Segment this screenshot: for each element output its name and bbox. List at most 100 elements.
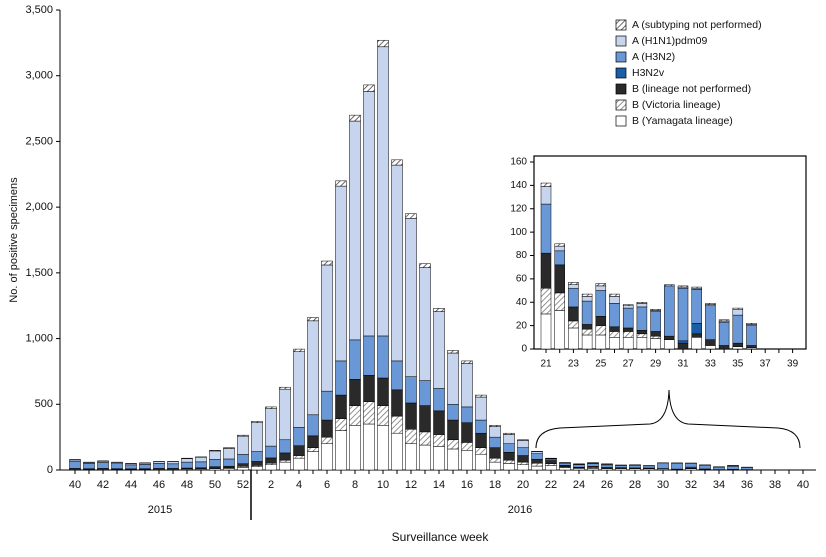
x-tick-label: 29	[650, 359, 662, 370]
x-tick-label: 32	[685, 479, 697, 491]
bar-segment	[651, 338, 661, 349]
bar-segment	[637, 337, 647, 349]
bar-segment	[518, 465, 529, 470]
y-tick-label: 60	[516, 274, 528, 285]
bar-segment	[336, 181, 347, 186]
bar-segment	[448, 440, 459, 449]
bar-segment	[582, 329, 592, 335]
bar-segment	[588, 463, 599, 466]
bar-segment	[705, 340, 715, 346]
bar-segment	[672, 463, 683, 469]
bar-segment	[140, 464, 151, 468]
bar-segment	[582, 324, 592, 329]
x-tick-label: 20	[517, 479, 529, 491]
bar-segment	[462, 450, 473, 470]
bar-segment	[504, 463, 515, 470]
bar-segment	[568, 321, 578, 328]
x-tick-label: 26	[601, 479, 613, 491]
y-tick-label: 80	[516, 250, 528, 261]
x-tick-label: 28	[629, 479, 641, 491]
x-tick-label: 31	[677, 359, 689, 370]
bar-segment	[582, 301, 592, 324]
bar-segment	[490, 448, 501, 459]
bar-segment	[84, 463, 95, 468]
bar-segment	[596, 326, 606, 335]
bar-segment	[210, 459, 221, 466]
y-tick-label: 2,500	[25, 135, 53, 147]
y-tick-label: 1,000	[25, 332, 53, 344]
x-tick-label: 33	[705, 359, 717, 370]
bar-segment	[623, 331, 633, 337]
legend-label: H3N2v	[632, 67, 665, 79]
bar-segment	[98, 463, 109, 469]
inset-brace	[536, 390, 800, 448]
bar-segment	[747, 326, 757, 346]
y-tick-label: 20	[516, 320, 528, 331]
legend-swatch	[616, 100, 626, 110]
bar-segment	[350, 379, 361, 405]
bar-segment	[392, 433, 403, 470]
bar-segment	[596, 335, 606, 349]
bar-segment	[350, 115, 361, 121]
bar-segment	[308, 452, 319, 470]
bar-segment	[378, 378, 389, 406]
bar-segment	[252, 461, 263, 465]
bar-segment	[126, 465, 137, 469]
bar-segment	[280, 440, 291, 453]
x-tick-label: 22	[545, 479, 557, 491]
bar-segment	[420, 381, 431, 406]
bar-segment	[196, 462, 207, 468]
bar-segment	[610, 337, 620, 349]
bar-segment	[406, 218, 417, 376]
bar-segment	[280, 387, 291, 389]
bar-segment	[532, 459, 543, 463]
bar-segment	[602, 465, 613, 468]
bar-segment	[532, 463, 543, 466]
bar-segment	[705, 345, 715, 349]
bar-segment	[280, 462, 291, 470]
bar-segment	[406, 403, 417, 429]
bar-segment	[378, 425, 389, 470]
bar-segment	[610, 303, 620, 326]
bar-segment	[392, 165, 403, 361]
x-tick-label: 12	[405, 479, 417, 491]
legend-label: A (H1N1)pdm09	[632, 35, 707, 47]
bar-segment	[294, 446, 305, 456]
bar-segment	[637, 307, 647, 330]
bar-segment	[546, 461, 557, 464]
y-tick-label: 160	[510, 157, 527, 168]
bar-segment	[238, 454, 249, 463]
x-tick-label: 6	[324, 479, 330, 491]
bar-segment	[733, 343, 743, 347]
bar-segment	[733, 309, 743, 315]
bar-segment	[692, 334, 702, 338]
bar-segment	[364, 85, 375, 92]
x-tick-label: 23	[568, 359, 580, 370]
bar-segment	[637, 334, 647, 338]
x-tick-label: 8	[352, 479, 358, 491]
bar-segment	[112, 464, 123, 469]
bar-segment	[637, 302, 647, 303]
year-label: 2015	[148, 504, 172, 516]
bar-segment	[266, 409, 277, 446]
bar-segment	[336, 431, 347, 470]
bar-segment	[378, 47, 389, 336]
bar-segment	[434, 446, 445, 470]
bar-segment	[490, 437, 501, 448]
x-tick-label: 14	[433, 479, 445, 491]
bar-segment	[420, 264, 431, 268]
x-tick-label: 40	[69, 479, 81, 491]
y-tick-label: 500	[35, 398, 53, 410]
bar-segment	[568, 282, 578, 284]
x-tick-label: 18	[489, 479, 501, 491]
bar-segment	[504, 433, 515, 434]
bar-segment	[664, 336, 674, 340]
bar-segment	[546, 464, 557, 466]
x-tick-label: 10	[377, 479, 389, 491]
x-tick-label: 40	[797, 479, 809, 491]
x-tick-label: 39	[787, 359, 799, 370]
legend-swatch	[616, 36, 626, 46]
bar-segment	[504, 444, 515, 453]
bar-segment	[266, 465, 277, 470]
bar-segment	[490, 427, 501, 438]
